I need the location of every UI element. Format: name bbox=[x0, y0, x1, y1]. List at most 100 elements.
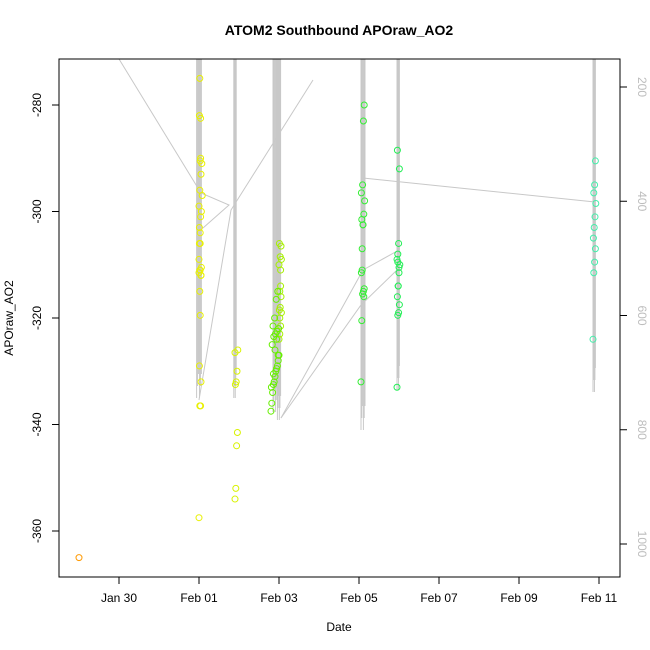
data-point bbox=[274, 287, 282, 295]
x-tick-label: Feb 11 bbox=[581, 591, 618, 605]
data-point bbox=[393, 146, 401, 154]
y-tick-label: -360 bbox=[30, 519, 44, 543]
data-point bbox=[393, 293, 401, 301]
data-point bbox=[233, 428, 241, 436]
data-point bbox=[196, 74, 204, 82]
data-point bbox=[268, 399, 276, 407]
data-point bbox=[231, 495, 239, 503]
data-point bbox=[271, 346, 279, 354]
data-point bbox=[591, 245, 599, 253]
data-point bbox=[395, 269, 403, 277]
data-point bbox=[358, 266, 366, 274]
x-axis-label: Date bbox=[326, 620, 352, 634]
data-point bbox=[197, 154, 205, 162]
data-point bbox=[274, 351, 282, 359]
transit-line bbox=[118, 58, 230, 229]
data-point bbox=[276, 287, 284, 295]
data-point bbox=[197, 378, 205, 386]
data-point bbox=[269, 322, 277, 330]
x-axis: Jan 30 Feb 01 Feb 03 Feb 05 Feb 07 Feb 09 Feb … bbox=[101, 576, 618, 605]
data-point bbox=[197, 402, 205, 410]
data-point bbox=[591, 213, 599, 221]
data-point bbox=[359, 221, 367, 229]
data-point bbox=[197, 170, 205, 178]
data-point bbox=[394, 258, 402, 266]
data-point bbox=[590, 189, 598, 197]
y2-tick-label: 400 bbox=[635, 191, 649, 211]
data-point bbox=[197, 271, 205, 279]
data-point bbox=[589, 234, 597, 242]
data-point bbox=[234, 346, 242, 354]
data-point bbox=[271, 314, 279, 322]
x-tick-label: Feb 03 bbox=[260, 591, 298, 605]
data-points bbox=[75, 74, 600, 562]
x-tick-label: Feb 09 bbox=[500, 591, 538, 605]
data-point bbox=[272, 295, 280, 303]
data-point bbox=[357, 189, 365, 197]
data-point bbox=[232, 378, 240, 386]
data-point bbox=[395, 165, 403, 173]
data-point bbox=[232, 484, 240, 492]
data-point bbox=[393, 383, 401, 391]
data-point bbox=[357, 378, 365, 386]
data-point bbox=[592, 200, 600, 208]
data-point bbox=[359, 181, 367, 189]
data-point bbox=[273, 335, 281, 343]
y2-tick-label: 1000 bbox=[635, 531, 649, 558]
data-point bbox=[590, 269, 598, 277]
data-point bbox=[360, 293, 368, 301]
data-point bbox=[275, 325, 283, 333]
data-point bbox=[198, 192, 206, 200]
data-point bbox=[196, 266, 204, 274]
data-point bbox=[360, 101, 368, 109]
chart-title: ATOM2 Southbound APOraw_AO2 bbox=[225, 22, 454, 38]
data-point bbox=[358, 245, 366, 253]
data-point bbox=[395, 301, 403, 309]
data-point bbox=[268, 341, 276, 349]
x-tick-label: Feb 05 bbox=[340, 591, 378, 605]
data-point bbox=[394, 282, 402, 290]
depth-profile-lines bbox=[118, 58, 596, 430]
data-point bbox=[195, 223, 203, 231]
data-point bbox=[358, 317, 366, 325]
transit-line bbox=[362, 177, 596, 203]
data-point bbox=[394, 250, 402, 258]
data-point bbox=[196, 229, 204, 237]
data-point bbox=[360, 285, 368, 293]
data-point bbox=[269, 370, 277, 378]
x-tick-label: Feb 01 bbox=[180, 591, 218, 605]
data-point bbox=[359, 117, 367, 125]
data-point bbox=[395, 309, 403, 317]
data-point bbox=[275, 239, 283, 247]
transit-line bbox=[280, 269, 398, 419]
secondary-y-axis: 200 400 600 800 1000 bbox=[619, 77, 649, 558]
y-axis-label: APOraw_AO2 bbox=[2, 280, 16, 356]
data-point bbox=[591, 258, 599, 266]
data-point bbox=[195, 362, 203, 370]
data-point bbox=[591, 157, 599, 165]
y-tick-label: -320 bbox=[30, 306, 44, 330]
data-point bbox=[270, 378, 278, 386]
x-tick-label: Jan 30 bbox=[101, 591, 137, 605]
data-point bbox=[590, 223, 598, 231]
data-point bbox=[196, 311, 204, 319]
data-point bbox=[197, 208, 205, 215]
data-point bbox=[197, 213, 205, 221]
data-point bbox=[195, 239, 203, 247]
data-point bbox=[276, 314, 284, 322]
data-point bbox=[277, 282, 285, 290]
data-point bbox=[589, 335, 597, 343]
data-point bbox=[233, 367, 241, 375]
plot-frame bbox=[58, 58, 621, 578]
y-tick-label: -300 bbox=[30, 199, 44, 223]
x-tick-label: Feb 07 bbox=[420, 591, 458, 605]
y2-tick-label: 200 bbox=[635, 77, 649, 97]
data-point bbox=[196, 287, 204, 295]
y-tick-label: -280 bbox=[30, 93, 44, 117]
data-point bbox=[276, 303, 284, 311]
y2-tick-label: 800 bbox=[635, 420, 649, 440]
data-point bbox=[195, 255, 203, 263]
y-axis: -360 -340 -320 -300 -280 bbox=[30, 93, 60, 543]
data-point bbox=[197, 114, 205, 122]
y-tick-label: -340 bbox=[30, 412, 44, 436]
